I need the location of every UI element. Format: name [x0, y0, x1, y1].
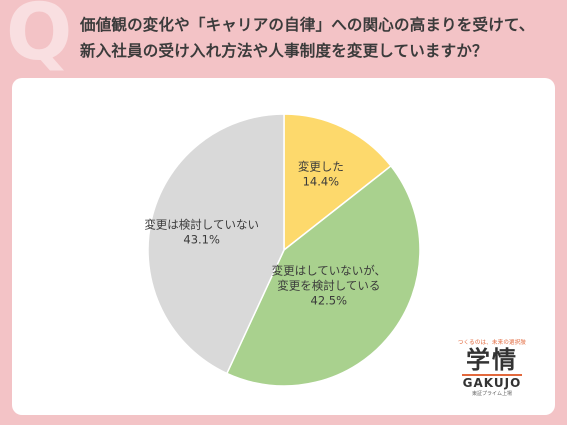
- pie-slices: [147, 113, 421, 387]
- logo-kanji: 学情: [462, 346, 522, 376]
- question-line-1: 価値観の変化や「キャリアの自律」への関心の高まりを受けて、: [80, 16, 535, 34]
- pie-value-label-1: 42.5%: [311, 293, 348, 307]
- question-line-2: 新入社員の受け入れ方法や人事制度を変更していますか？: [80, 42, 488, 60]
- pie-slice-1: [225, 164, 421, 387]
- gakujo-logo: つくるのは、未来の選択肢 学情 GAKUJO 東証プライム上場: [447, 338, 537, 397]
- pie-slice-0: [283, 113, 392, 252]
- pie-slice-2: [147, 113, 285, 375]
- pie-value-label-2: 43.1%: [183, 232, 220, 246]
- logo-brand: GAKUJO: [462, 376, 522, 390]
- chart-card: 変更した 14.4% 変更はしていないが、 変更を検討している 42.5% 変更は検討して…: [12, 78, 555, 415]
- pie-category-label-1: 変更を検討している: [277, 278, 380, 292]
- question-text: 価値観の変化や「キャリアの自律」への関心の高まりを受けて、 新入社員の受け入れ方…: [80, 12, 560, 64]
- pie-category-label-2: 変更は検討していない: [144, 217, 259, 231]
- pie-category-label-0: 変更した: [298, 160, 344, 174]
- logo-sub: 東証プライム上場: [472, 391, 512, 397]
- logo-tagline: つくるのは、未来の選択肢: [457, 340, 527, 346]
- q-mark: Q: [6, 0, 73, 78]
- pie-value-label-0: 14.4%: [303, 175, 340, 189]
- pie-category-label-1: 変更はしていないが、: [272, 263, 386, 277]
